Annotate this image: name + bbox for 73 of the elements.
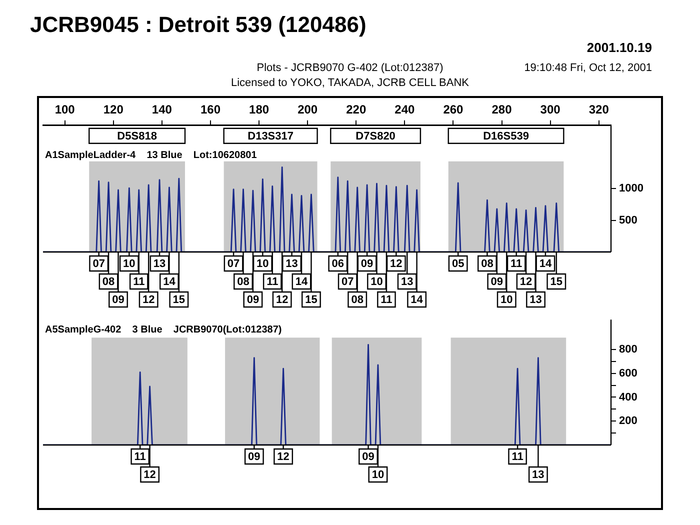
text: A5SampleG-402 3 Blue JCRB9070(Lot:012387) xyxy=(45,324,282,336)
annotation: 10 xyxy=(256,258,269,270)
annotation: 11 xyxy=(266,276,278,288)
x-tick-label: 320 xyxy=(588,102,610,117)
annotation: 06 xyxy=(332,258,344,270)
band-label: D13S317 xyxy=(248,130,294,142)
annotation: 10 xyxy=(123,258,136,270)
y-tick-label: 800 xyxy=(619,343,638,356)
annotation: 10 xyxy=(500,294,513,306)
text: Plots - JCRB9070 G-402 (Lot:012387) xyxy=(256,62,444,74)
annotation: 15 xyxy=(305,294,318,306)
text: 19:10:48 Fri, Oct 12, 2001 xyxy=(524,62,652,74)
annotation: 07 xyxy=(227,258,240,270)
annotation: 13 xyxy=(153,258,166,270)
annotation: 09 xyxy=(248,451,260,464)
annotation: 15 xyxy=(172,294,186,306)
annotation: 11 xyxy=(380,294,392,306)
annotation: 07 xyxy=(342,276,354,288)
x-tick-label: 160 xyxy=(200,102,221,117)
x-tick-label: 300 xyxy=(540,102,561,117)
annotation: 13 xyxy=(532,469,544,482)
annotation: 07 xyxy=(92,258,105,270)
y-tick-label: 500 xyxy=(619,214,638,226)
annotation: 10 xyxy=(370,276,383,288)
x-tick-label: 220 xyxy=(346,102,366,117)
x-tick-label: 200 xyxy=(298,102,318,117)
x-tick-label: 100 xyxy=(54,102,76,117)
annotation: 05 xyxy=(452,258,464,270)
y-tick-label: 400 xyxy=(619,391,638,404)
y-tick-label: 200 xyxy=(619,415,638,428)
annotation: 12 xyxy=(144,469,156,482)
annotation: 13 xyxy=(400,276,414,288)
x-tick-label: 260 xyxy=(443,102,464,117)
y-tick-label: 1000 xyxy=(619,182,644,195)
annotation: 14 xyxy=(163,276,176,288)
annotation: 11 xyxy=(134,451,146,464)
text: A1SampleLadder-4 13 Blue Lot:10620801 xyxy=(45,150,258,162)
band-label: D16S539 xyxy=(483,130,529,142)
annotation: 14 xyxy=(539,258,552,270)
annotation: 09 xyxy=(362,451,374,464)
annotation: 13 xyxy=(530,294,542,306)
text: Licensed to YOKO, TAKADA, JCRB CELL BANK xyxy=(230,77,470,89)
annotation: 13 xyxy=(286,258,298,270)
x-tick-label: 180 xyxy=(249,102,270,117)
annotation: 10 xyxy=(372,469,384,482)
chart-title: JCRB9045 : Detroit 539 (120486) xyxy=(30,12,366,38)
band-label: D5S818 xyxy=(117,130,157,142)
annotation: 12 xyxy=(142,294,155,306)
annotation: 12 xyxy=(520,276,532,288)
annotation: 09 xyxy=(360,258,374,270)
annotation: 14 xyxy=(410,294,424,306)
annotation: 12 xyxy=(276,294,288,306)
y-tick-label: 600 xyxy=(619,367,638,380)
x-tick-label: 280 xyxy=(492,102,512,117)
annotation: 08 xyxy=(237,276,250,288)
text: 2001.10.19 xyxy=(586,40,652,55)
x-tick-label: 240 xyxy=(394,102,416,117)
annotation: 09 xyxy=(112,294,124,306)
annotation: 09 xyxy=(490,276,504,288)
annotation: 09 xyxy=(246,294,260,306)
annotation: 11 xyxy=(510,258,522,270)
annotation: 08 xyxy=(102,276,115,288)
annotation: 14 xyxy=(295,276,309,288)
annotation: 08 xyxy=(481,258,494,270)
annotation: 12 xyxy=(277,451,290,464)
band-label: D7S820 xyxy=(356,130,396,142)
annotation: 11 xyxy=(512,451,524,464)
annotation: 15 xyxy=(550,276,563,288)
annotation: 11 xyxy=(133,276,145,288)
annotation: 12 xyxy=(390,258,402,270)
x-tick-label: 140 xyxy=(152,102,172,117)
annotation: 08 xyxy=(351,294,364,306)
x-tick-label: 120 xyxy=(103,102,124,117)
